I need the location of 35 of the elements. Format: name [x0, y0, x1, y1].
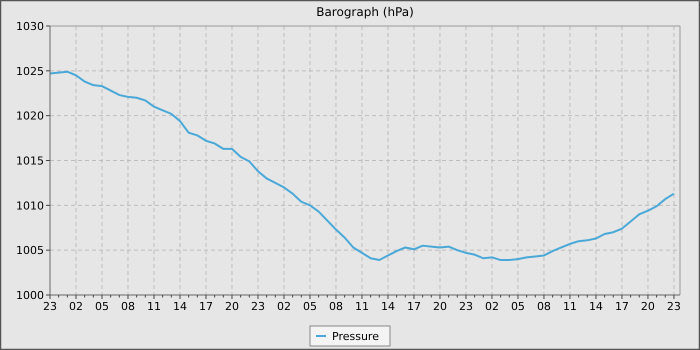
- y-tick-label: 1005: [16, 244, 44, 258]
- x-tick-label: 17: [406, 300, 421, 313]
- x-tick-label: 02: [484, 300, 499, 313]
- line-series: [49, 70, 675, 262]
- x-tick-label: 02: [276, 300, 291, 313]
- x-tick-label: 20: [432, 300, 447, 313]
- x-tick-label: 20: [224, 300, 239, 313]
- y-tick-label: 1020: [16, 110, 44, 123]
- y-tick-label: 1010: [16, 199, 44, 212]
- x-tick-label: 08: [536, 300, 551, 313]
- x-tick-label: 23: [250, 300, 265, 313]
- legend-label: Pressure: [332, 330, 380, 343]
- x-tick-label: 05: [302, 300, 317, 313]
- x-tick-label: 14: [588, 300, 603, 313]
- y-tick-label: 1030: [16, 20, 44, 33]
- chart-title: Barograph (hPa): [316, 5, 414, 19]
- x-tick-label: 23: [458, 300, 473, 313]
- x-tick-label: 05: [510, 300, 525, 313]
- x-tick-label: 11: [562, 300, 577, 313]
- y-tick-label: 1025: [16, 64, 44, 78]
- x-tick-label: 20: [640, 300, 655, 313]
- x-tick-label: 08: [120, 300, 135, 313]
- x-tick-label: 14: [172, 300, 187, 313]
- x-tick-label: 14: [380, 300, 395, 313]
- y-tick-label: 1000: [16, 289, 44, 302]
- x-tick-label: 17: [614, 300, 629, 313]
- x-tick-label: 08: [328, 300, 343, 313]
- x-tick-label: 11: [354, 300, 369, 313]
- x-tick-label: 02: [68, 300, 83, 313]
- x-tick-label: 23: [43, 300, 57, 313]
- x-tick-label: 17: [198, 300, 213, 313]
- x-tick-label: 05: [94, 300, 109, 313]
- y-tick-label: 1015: [16, 154, 44, 168]
- x-tick-label: 23: [666, 300, 681, 313]
- x-tick-label: 11: [146, 300, 161, 313]
